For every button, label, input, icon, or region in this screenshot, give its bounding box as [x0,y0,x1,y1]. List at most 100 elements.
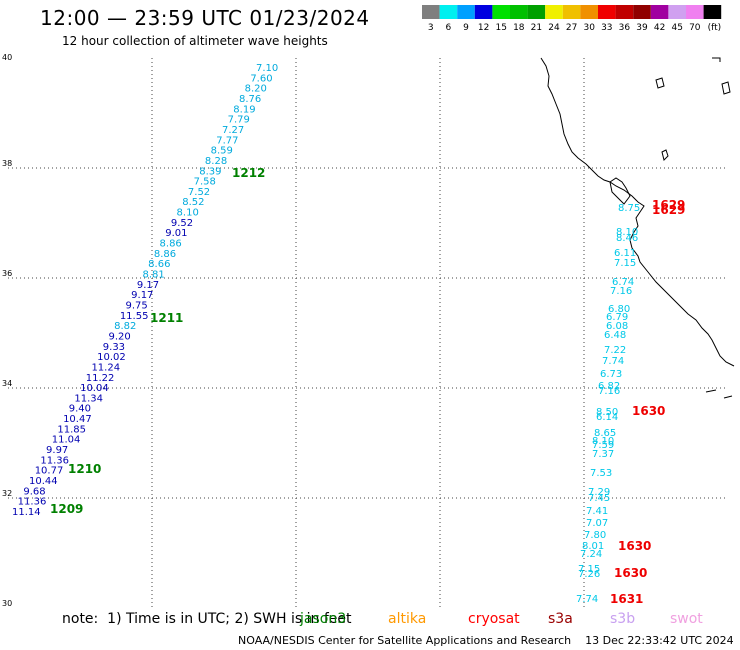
colorbar-label: 6 [446,23,452,33]
swh-value-label: 8.50 [596,407,618,418]
swh-value-label: 8.59 [211,146,233,157]
colorbar-label: 36 [619,23,631,33]
swh-value-label: 7.53 [590,468,612,479]
swh-value-label: 7.10 [256,63,278,74]
swh-value-label: 7.29 [588,487,610,498]
swh-value-label: 7.15 [578,564,600,575]
colorbar-label: 42 [654,23,665,33]
lake-fragment [721,81,731,95]
swh-value-label: 8.86 [160,239,182,250]
swh-value-label: 11.24 [91,362,120,373]
swh-value-label: 7.22 [604,345,626,356]
swh-value-label: 10.47 [63,414,92,425]
colorbar-label: 33 [601,23,612,33]
lat-label: 32 [2,489,12,498]
swh-value-label: 8.65 [594,428,616,439]
colorbar-swatch [527,5,546,19]
colorbar-swatch [492,5,510,19]
swh-value-label: 7.37 [592,449,614,460]
swh-value-label: 7.79 [228,115,250,126]
swh-value-label: 6.11 [614,248,636,259]
track-west: 7.107.608.208.768.197.797.277.778.598.28… [12,63,278,518]
swh-value-label: 8.10 [592,436,614,447]
swh-value-label: 7.80 [584,530,606,541]
swh-value-label: 9.17 [131,290,153,301]
time-label: 1209 [50,502,83,516]
lat-label: 34 [2,379,12,388]
swh-value-label: 7.27 [222,125,244,136]
swh-value-label: 9.52 [171,218,193,229]
swh-value-label: 11.22 [86,373,115,384]
time-label: 1629 [652,198,685,212]
swh-value-label: 7.58 [194,177,216,188]
colorbar-swatch [562,5,581,19]
swh-value-label: 7.07 [586,518,608,529]
swh-value-label: 7.59 [592,440,614,451]
time-label: 1630 [632,404,665,418]
mission-swot: swot [670,611,703,627]
swh-value-label: 7.16 [610,286,632,297]
swh-value-label: 9.17 [137,280,159,291]
swh-value-label: 6.74 [612,277,634,288]
swh-value-label: 6.08 [606,321,628,332]
colorbar-label: 21 [531,23,542,33]
swh-value-label: 6.82 [598,381,620,392]
swh-value-label: 9.68 [23,486,45,497]
lake-shasta [655,77,665,89]
swh-value-label: 7.77 [216,135,238,146]
colorbar-swatch [510,5,528,19]
swh-value-label: 11.36 [40,455,69,466]
swh-value-label: 11.34 [74,393,103,404]
swh-value-label: 6.14 [596,412,618,423]
wave-height-colorbar: 3 6 9 12 15 18 21 24 27 30 33 36 39 42 45 70 (ft) [422,5,722,33]
mission-altika: altika [388,611,427,627]
colorbar-label: 27 [566,23,577,33]
swh-value-label: 6.48 [604,330,626,341]
colorbar-swatch [686,5,704,19]
swh-value-label: 8.46 [616,233,638,244]
california-coastline [540,57,735,367]
swh-value-label: 7.26 [578,569,600,580]
colorbar-swatch [457,5,475,19]
swh-value-label: 11.14 [12,507,41,518]
colorbar-swatch [439,5,458,19]
swh-value-label: 11.85 [57,424,86,435]
channel-islands [705,389,733,399]
colorbar-label: 30 [583,23,595,33]
colorbar-swatch [703,5,722,19]
swh-value-label: 7.74 [576,594,598,605]
swh-value-label: 7.15 [614,258,636,269]
page-title: 12:00 — 23:59 UTC 01/23/2024 [40,6,370,30]
swh-value-label: 8.66 [148,259,170,270]
colorbar-label: 70 [689,23,701,33]
swh-value-label: 9.01 [165,228,187,239]
colorbar-swatch [474,5,493,19]
swh-value-label: 8.20 [245,84,267,95]
time-label: 1211 [150,311,183,325]
swh-value-label: 8.10 [177,208,199,219]
colorbar-swatch [615,5,634,19]
colorbar-label: 39 [636,23,648,33]
altimeter-map: 7.107.608.208.768.197.797.277.778.598.28… [2,53,735,608]
swh-value-label: 9.75 [125,300,147,311]
colorbar-label: 9 [463,23,469,33]
swh-value-label: 9.40 [69,404,91,415]
swh-value-label: 7.41 [586,506,608,517]
lat-label: 40 [2,53,12,62]
swh-value-label: 9.97 [46,445,68,456]
swh-value-label: 8.75 [618,203,640,214]
swh-value-label: 11.36 [18,497,47,508]
graticule [8,58,728,608]
swh-value-label: 9.33 [103,342,125,353]
time-label: 1210 [68,462,101,476]
swh-value-label: 8.19 [233,104,255,115]
time-label: 1630 [618,539,651,553]
time-label: 1629 [652,203,685,217]
lake-fragment-2 [712,57,721,62]
colorbar-swatch [422,5,440,19]
lat-label: 36 [2,269,12,278]
swh-value-label: 7.60 [250,73,272,84]
swh-value-label: 7.45 [588,493,610,504]
colorbar-label: 45 [671,23,682,33]
colorbar-label: 18 [513,23,525,33]
